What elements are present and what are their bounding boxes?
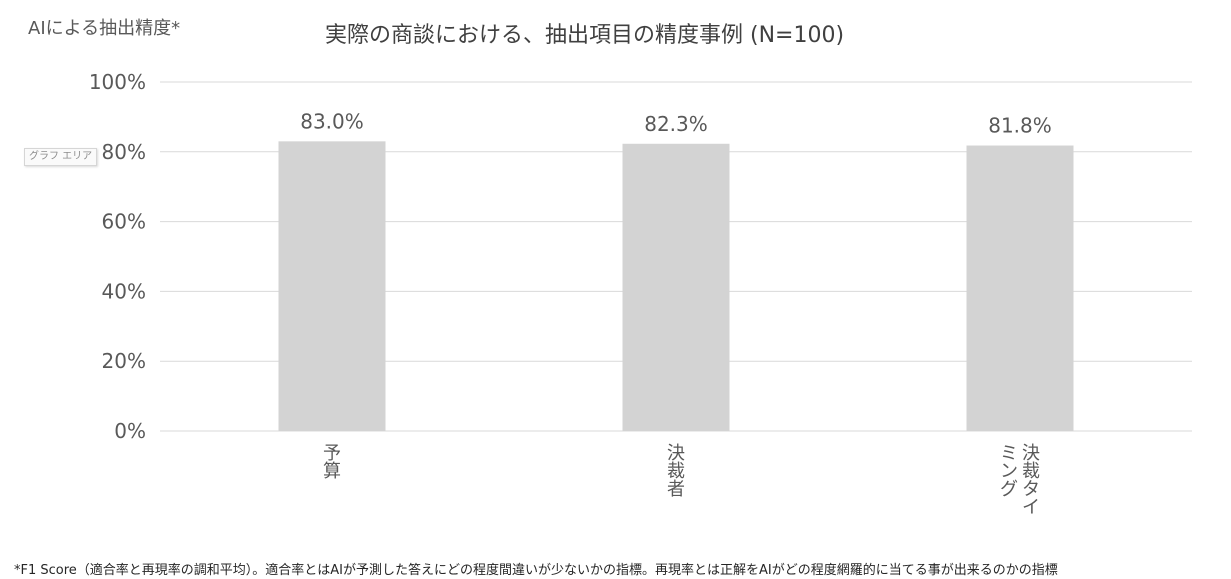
category-char: 裁 bbox=[1022, 461, 1040, 482]
category-char: 裁 bbox=[667, 461, 685, 482]
y-tick-label: 100% bbox=[89, 70, 146, 94]
category-label: 予算 bbox=[323, 443, 341, 482]
y-axis-ticks: 0% 20% 40% 60% 80% 100% bbox=[89, 70, 146, 443]
y-tick-label: 20% bbox=[102, 349, 146, 373]
category-char: ミ bbox=[1000, 443, 1018, 464]
category-char: ン bbox=[1000, 461, 1018, 482]
category-char: 算 bbox=[323, 461, 341, 482]
category-char: 決 bbox=[667, 443, 685, 464]
bar bbox=[622, 143, 730, 431]
category-label: 決裁者 bbox=[667, 443, 685, 500]
y-tick-label: 40% bbox=[102, 279, 146, 303]
bar bbox=[966, 145, 1074, 431]
data-label: 82.3% bbox=[644, 112, 708, 136]
category-char: 者 bbox=[667, 479, 685, 500]
category-char: グ bbox=[1000, 479, 1018, 500]
category-char: 決 bbox=[1022, 443, 1040, 464]
y-tick-label: 80% bbox=[102, 140, 146, 164]
y-tick-label: 0% bbox=[114, 419, 146, 443]
bar bbox=[278, 141, 386, 431]
category-char: イ bbox=[1022, 497, 1040, 518]
chart-area-tag: グラフ エリア bbox=[24, 148, 98, 166]
category-char: 予 bbox=[323, 443, 341, 464]
y-axis-title: AIによる抽出精度* bbox=[28, 18, 181, 39]
data-label: 81.8% bbox=[988, 114, 1052, 138]
data-labels: 83.0% 82.3% 81.8% bbox=[300, 109, 1052, 137]
category-char: タ bbox=[1022, 479, 1040, 500]
bars bbox=[278, 141, 1074, 431]
chart-title: 実際の商談における、抽出項目の精度事例 (N=100) bbox=[325, 23, 845, 48]
y-tick-label: 60% bbox=[102, 210, 146, 234]
data-label: 83.0% bbox=[300, 109, 364, 133]
footnote: *F1 Score（適合率と再現率の調和平均）。適合率とはAIが予測した答えにど… bbox=[14, 563, 1058, 578]
